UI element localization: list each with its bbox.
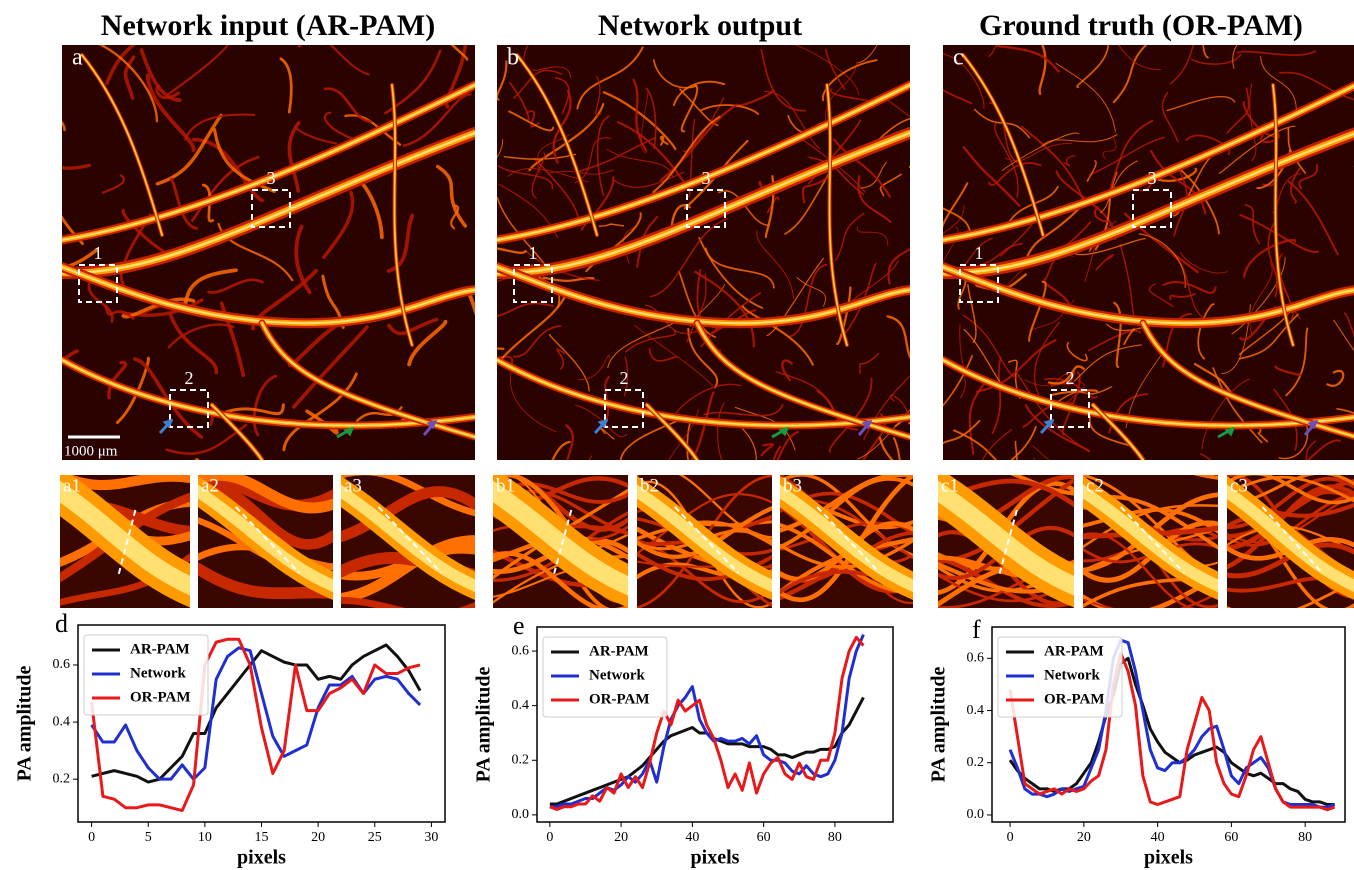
- x-axis-label: pixels: [691, 847, 740, 869]
- x-tick-label: 20: [614, 830, 628, 845]
- y-axis-label: PA amplitude: [473, 667, 495, 783]
- y-tick-label: 0.2: [512, 752, 530, 767]
- zoom-box-label: 1: [529, 243, 538, 263]
- panel-label: d: [55, 609, 68, 638]
- inset-label: c3: [1230, 475, 1248, 496]
- legend-label: Network: [1044, 667, 1100, 683]
- x-tick-label: 30: [424, 830, 438, 845]
- zoom-box-label: 2: [185, 368, 194, 388]
- x-tick-label: 15: [255, 830, 269, 845]
- x-tick-label: 80: [828, 830, 842, 845]
- panel-label: f: [972, 615, 981, 644]
- inset-label: c2: [1086, 475, 1104, 496]
- x-axis-label: pixels: [1144, 847, 1193, 869]
- small-vessel: [1, 109, 64, 130]
- vessel-image: [1, 0, 492, 497]
- zoom-box-label: 1: [975, 243, 984, 263]
- y-tick-label: 0.2: [53, 771, 71, 786]
- scale-bar-label: 1000 μm: [64, 443, 118, 459]
- x-tick-label: 25: [368, 830, 382, 845]
- legend-label: AR-PAM: [1044, 643, 1104, 659]
- vessel-image: [432, 0, 987, 524]
- image-background: [497, 45, 910, 460]
- x-tick-label: 10: [198, 830, 212, 845]
- y-tick-label: 0.4: [967, 703, 985, 718]
- legend-label: OR-PAM: [1044, 691, 1105, 707]
- y-tick-label: 0.6: [53, 657, 71, 672]
- y-axis-label: PA amplitude: [14, 666, 36, 782]
- figure: Network input (AR-PAM) Network output Gr…: [0, 0, 1354, 870]
- panel-label: c: [953, 45, 964, 71]
- y-tick-label: 0.2: [967, 755, 985, 770]
- x-axis-label: pixels: [237, 847, 286, 869]
- x-tick-label: 0: [546, 830, 553, 845]
- x-tick-label: 5: [145, 830, 152, 845]
- inset-label: b3: [783, 475, 802, 496]
- legend-label: OR-PAM: [130, 689, 191, 705]
- inset-label: a3: [344, 475, 362, 496]
- x-tick-label: 20: [311, 830, 325, 845]
- x-tick-label: 0: [88, 830, 95, 845]
- zoom-box-label: 2: [620, 368, 629, 388]
- y-tick-label: 0.4: [512, 698, 530, 713]
- image-background: [62, 45, 475, 460]
- zoom-box-label: 1: [94, 243, 103, 263]
- legend-label: Network: [589, 667, 645, 683]
- y-axis-label: PA amplitude: [928, 667, 950, 783]
- inset-label: b1: [496, 475, 515, 496]
- x-tick-label: 60: [1224, 830, 1238, 845]
- y-tick-label: 0.6: [512, 643, 530, 658]
- panel-label: e: [513, 611, 525, 640]
- x-tick-label: 40: [685, 830, 699, 845]
- inset-label: b2: [640, 475, 659, 496]
- panel-title: Network output: [598, 9, 802, 42]
- legend-label: Network: [130, 665, 186, 681]
- y-tick-label: 0.6: [967, 651, 985, 666]
- y-tick-label: 0.0: [967, 807, 985, 822]
- panel-title: Network input (AR-PAM): [101, 9, 435, 42]
- zoom-box-label: 3: [267, 168, 276, 188]
- x-tick-label: 0: [1007, 830, 1014, 845]
- y-tick-label: 0.4: [53, 714, 71, 729]
- x-tick-label: 80: [1298, 830, 1312, 845]
- legend-label: AR-PAM: [589, 643, 649, 659]
- panel-label: b: [507, 45, 519, 71]
- inset-label: a1: [63, 475, 81, 496]
- panel-title: Ground truth (OR-PAM): [979, 9, 1303, 42]
- panel-label: a: [72, 45, 83, 71]
- zoom-box-label: 3: [1148, 168, 1157, 188]
- inset-label: c1: [941, 475, 959, 496]
- legend-label: AR-PAM: [130, 641, 190, 657]
- x-tick-label: 20: [1077, 830, 1091, 845]
- inset-label: a2: [201, 475, 219, 496]
- y-tick-label: 0.0: [512, 807, 530, 822]
- legend-label: OR-PAM: [589, 691, 650, 707]
- x-tick-label: 40: [1151, 830, 1165, 845]
- zoom-box-label: 2: [1066, 368, 1075, 388]
- zoom-box-label: 3: [702, 168, 711, 188]
- x-tick-label: 60: [757, 830, 771, 845]
